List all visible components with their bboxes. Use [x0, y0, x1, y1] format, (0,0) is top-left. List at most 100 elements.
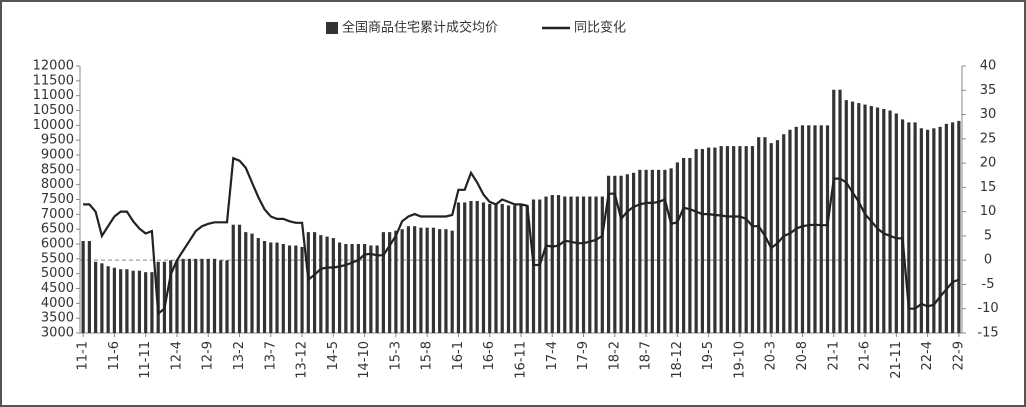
- x-tick-label: 22-4: [920, 341, 935, 371]
- bar: [657, 169, 661, 333]
- bar: [250, 233, 254, 333]
- y-tick-label: 8500: [41, 162, 74, 177]
- bar: [212, 258, 217, 333]
- x-tick-label: 18-12: [670, 341, 685, 379]
- bar: [444, 229, 448, 333]
- bar: [719, 146, 723, 333]
- bar: [588, 196, 592, 333]
- bar: [725, 146, 730, 333]
- x-tick-label: 20-8: [795, 341, 810, 371]
- x-tick-label: 12-9: [201, 341, 216, 371]
- bar: [244, 232, 248, 333]
- bar: [700, 149, 705, 333]
- bar: [456, 202, 461, 333]
- bar: [219, 260, 223, 333]
- x-tick-label: 19-5: [701, 341, 716, 371]
- bar: [544, 196, 548, 333]
- bar: [682, 157, 686, 333]
- bar: [463, 202, 467, 333]
- bar: [269, 242, 273, 333]
- bar: [144, 272, 148, 333]
- bar: [131, 270, 135, 333]
- y-tick-label: 5000: [41, 266, 74, 281]
- bar: [481, 202, 486, 333]
- bar: [800, 125, 805, 333]
- bar: [569, 196, 573, 333]
- y2-tick-label: 30: [980, 107, 997, 122]
- bar: [619, 175, 623, 333]
- bar: [788, 129, 792, 333]
- bar: [894, 113, 898, 333]
- x-tick-label: 15-8: [420, 341, 435, 371]
- bar: [262, 241, 267, 333]
- bar: [119, 269, 123, 333]
- y-tick-label: 10500: [33, 103, 74, 118]
- bar: [875, 107, 880, 334]
- bar: [363, 244, 367, 333]
- bar: [513, 205, 517, 333]
- bar: [581, 196, 586, 333]
- bar: [938, 126, 942, 333]
- bar: [187, 258, 192, 333]
- bar: [838, 89, 842, 333]
- bar: [325, 236, 329, 333]
- bar: [882, 109, 886, 334]
- bar: [888, 110, 892, 333]
- bar: [638, 169, 642, 333]
- x-tick-label: 21-6: [858, 341, 873, 371]
- bar: [500, 203, 504, 333]
- bar: [312, 232, 317, 333]
- x-tick-label: 20-3: [764, 341, 779, 371]
- bar: [594, 196, 598, 333]
- y-tick-label: 5500: [41, 251, 74, 266]
- bar: [369, 245, 373, 333]
- bar: [156, 261, 160, 333]
- y2-tick-label: 35: [980, 83, 997, 98]
- bar: [925, 129, 930, 333]
- legend-swatch: [326, 22, 338, 34]
- bar: [87, 241, 91, 333]
- bar: [519, 205, 523, 333]
- bar: [237, 224, 242, 333]
- bar: [475, 200, 479, 333]
- y-tick-label: 7500: [41, 192, 74, 207]
- bar: [287, 245, 292, 333]
- bar: [488, 203, 492, 333]
- bar: [337, 242, 342, 333]
- bar: [631, 172, 636, 333]
- bar: [538, 199, 542, 333]
- y-tick-label: 4000: [41, 296, 74, 311]
- x-tick-label: 21-1: [826, 341, 841, 371]
- bar: [907, 122, 911, 333]
- bar: [319, 235, 323, 333]
- x-tick-label: 13-12: [295, 341, 310, 379]
- bar: [769, 143, 773, 333]
- bar: [125, 269, 129, 333]
- bar: [669, 168, 673, 333]
- bar: [81, 241, 85, 333]
- bar: [932, 128, 936, 333]
- bar: [94, 261, 98, 333]
- bar: [225, 260, 229, 333]
- x-tick-label: 15-3: [388, 341, 403, 371]
- x-tick-label: 12-4: [169, 341, 184, 371]
- bar: [137, 270, 142, 333]
- bar: [375, 245, 379, 333]
- bar: [413, 226, 417, 333]
- bar: [563, 196, 567, 333]
- bar: [807, 125, 811, 333]
- bar: [606, 175, 611, 333]
- bar: [194, 258, 198, 333]
- legend-label: 同比变化: [574, 20, 626, 36]
- x-tick-label: 13-2: [232, 341, 247, 371]
- bar: [550, 195, 554, 333]
- bar: [575, 196, 579, 333]
- bar: [556, 195, 561, 333]
- y-tick-label: 12000: [33, 59, 74, 74]
- bar: [450, 230, 454, 333]
- bar: [162, 261, 167, 333]
- bar: [613, 175, 617, 333]
- bar: [494, 203, 498, 333]
- y-tick-label: 3000: [41, 326, 74, 341]
- x-tick-label: 16-6: [482, 341, 497, 371]
